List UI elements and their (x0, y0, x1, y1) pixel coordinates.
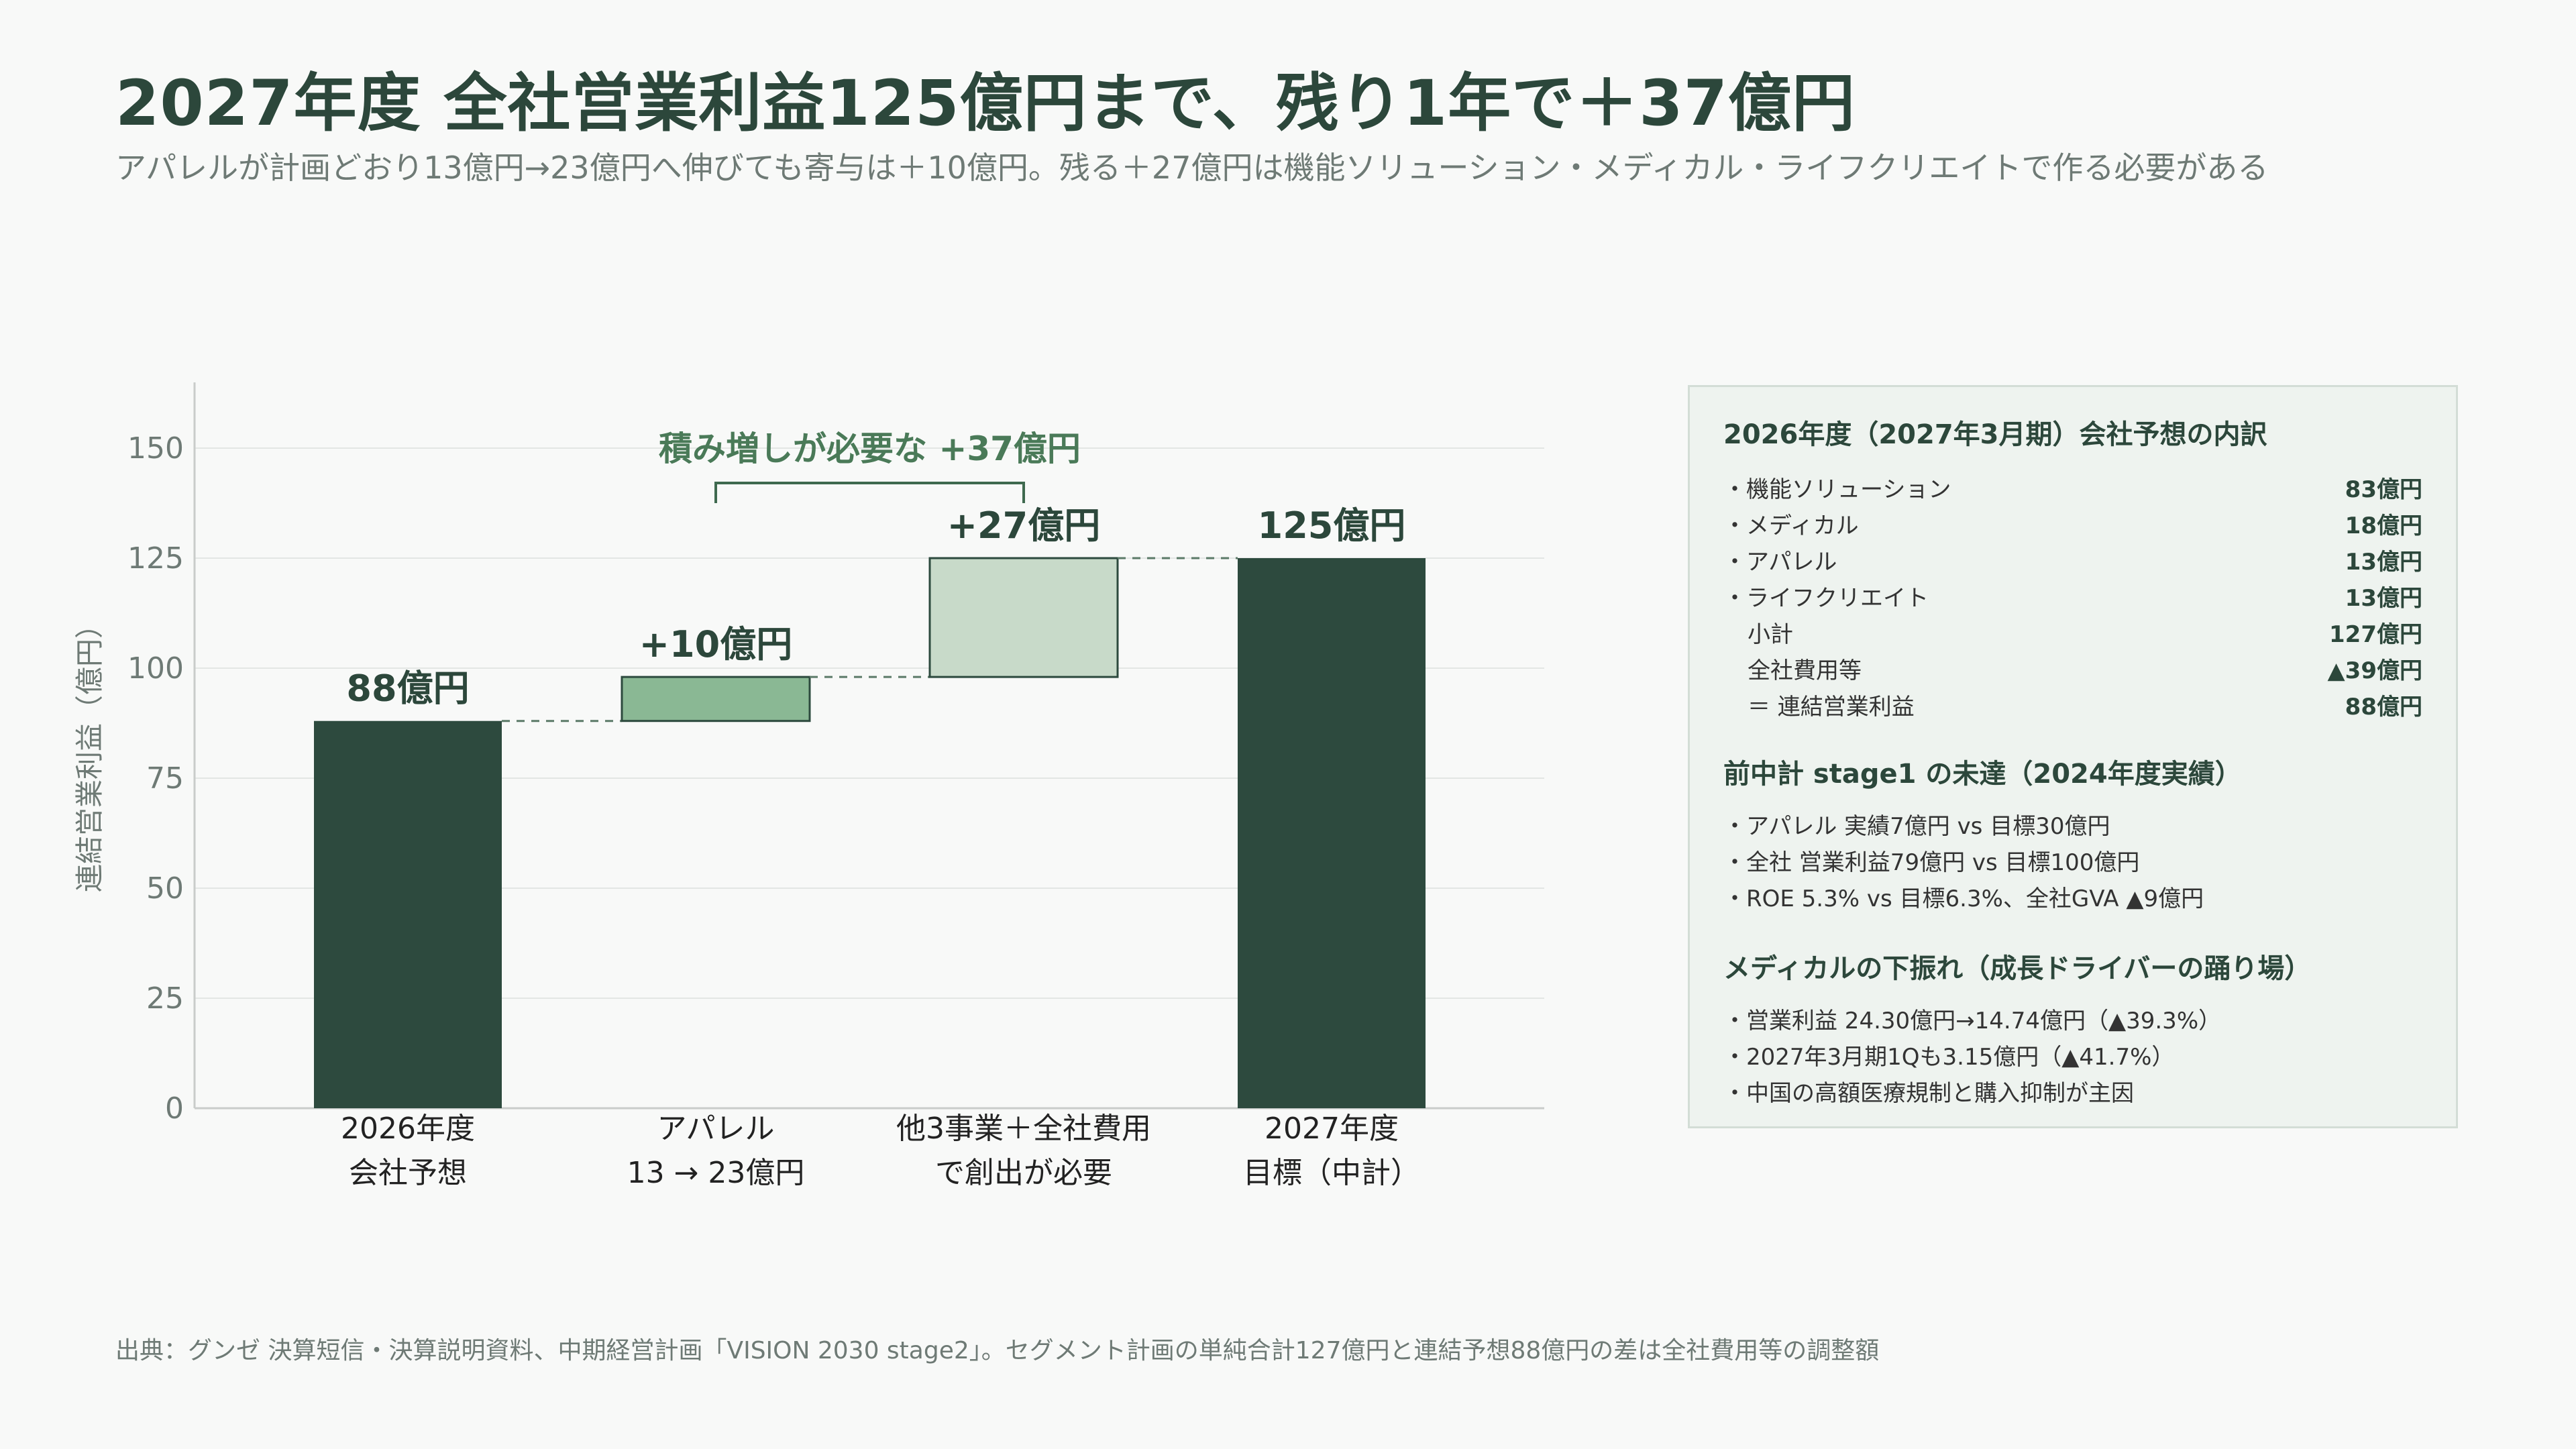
breakdown-row-label: ・ライフクリエイト (1723, 584, 1929, 612)
bracket-label: 積み増しが必要な +37億円 (659, 429, 1081, 468)
bracket-line (714, 482, 1025, 503)
y-tick-label: 25 (146, 981, 184, 1016)
x-category-label: 2027年度 (1265, 1112, 1399, 1146)
delta-bar (928, 557, 1119, 678)
breakdown-row-label: 小計 (1748, 621, 1793, 648)
breakdown-row: 全社費用等 ▲39億円 (1723, 650, 2422, 686)
y-tick-label: 0 (165, 1091, 184, 1126)
breakdown-panel: 2026年度（2027年3月期）会社予想の内訳 ・機能ソリューション 83億円 ・… (1688, 385, 2458, 1128)
y-tick-label: 50 (146, 871, 184, 906)
y-tick-label: 100 (127, 651, 184, 686)
y-tick-label: 75 (146, 761, 184, 796)
breakdown-row-label: ＝ 連結営業利益 (1748, 693, 1915, 720)
x-category-label: で創出が必要 (935, 1156, 1112, 1190)
breakdown-row: ＝ 連結営業利益 88億円 (1723, 686, 2422, 722)
total-bar (314, 720, 502, 1108)
x-category-label: アパレル (657, 1112, 774, 1146)
bar-value-label: 125億円 (1258, 504, 1406, 547)
bar-value-label: +10億円 (639, 623, 792, 665)
panel-section1-rows: ・機能ソリューション 83億円 ・メディカル 18億円 ・アパレル 13億円 ・ライフ… (1723, 469, 2422, 722)
bar-value-label: +27億円 (947, 504, 1100, 547)
page-title: 2027年度 全社営業利益125億円まで、残り1年で＋37億円 (115, 67, 1856, 140)
panel-note: ・ROE 5.3% vs 目標6.3%、全社GVA ▲9億円 (1723, 885, 2204, 912)
bar-value-label: 88億円 (346, 667, 469, 710)
waterfall-chart: 0 25 50 75 100 125 150 連結営業利益（億円） 88億円 2026年度 会社予想… (73, 382, 1544, 1190)
breakdown-row-value: 13億円 (2345, 584, 2422, 612)
panel-section3-title: メディカルの下振れ（成長ドライバーの踊り場） (1723, 953, 2312, 984)
breakdown-row: 小計 127億円 (1723, 614, 2422, 650)
panel-section1-title: 2026年度（2027年3月期）会社予想の内訳 (1723, 419, 2267, 450)
breakdown-row-label: ・メディカル (1723, 512, 1859, 539)
breakdown-row-value: 83億円 (2345, 476, 2422, 503)
breakdown-row: ・メディカル 18億円 (1723, 505, 2422, 541)
y-tick-label: 150 (127, 431, 184, 466)
y-axis-label: 連結営業利益（億円） (73, 610, 106, 892)
panel-note: ・中国の高額医療規制と購入抑制が主因 (1723, 1080, 2134, 1107)
panel-note: ・アパレル 実績7億円 vs 目標30億円 (1723, 813, 2110, 840)
breakdown-row-label: ・アパレル (1723, 548, 1837, 576)
x-category-label: 2026年度 (341, 1112, 475, 1146)
x-category-label: 目標（中計） (1243, 1156, 1420, 1190)
breakdown-row-value: 18億円 (2345, 512, 2422, 539)
x-category-label: 他3事業＋全社費用 (896, 1112, 1151, 1146)
breakdown-row: ・アパレル 13億円 (1723, 541, 2422, 578)
breakdown-row-label: ・機能ソリューション (1723, 476, 1951, 503)
page-subtitle: アパレルが計画どおり13億円→23億円へ伸びても寄与は＋10億円。残る＋27億円… (115, 150, 2269, 186)
panel-note: ・全社 営業利益79億円 vs 目標100億円 (1723, 849, 2140, 876)
source-note: 出典：グンゼ 決算短信・決算説明資料、中期経営計画「VISION 2030 st… (115, 1337, 1880, 1364)
panel-section2-title: 前中計 stage1 の未達（2024年度実績） (1723, 759, 2242, 790)
breakdown-row: ・機能ソリューション 83億円 (1723, 469, 2422, 505)
y-tick-label: 125 (127, 541, 184, 576)
breakdown-row-value: 13億円 (2345, 548, 2422, 576)
panel-note: ・2027年3月期1Qも3.15億円（▲41.7%） (1723, 1044, 2175, 1071)
panel-note: ・営業利益 24.30億円→14.74億円（▲39.3%） (1723, 1008, 2222, 1034)
chart-svg: 0 25 50 75 100 125 150 連結営業利益（億円） 88億円 2026年度会社予想… (73, 382, 1544, 1190)
breakdown-row: ・ライフクリエイト 13億円 (1723, 578, 2422, 614)
x-category-label: 13 → 23億円 (627, 1156, 805, 1190)
breakdown-row-value: 127億円 (2329, 621, 2422, 648)
total-bar (1238, 558, 1426, 1108)
x-category-label: 会社予想 (349, 1156, 467, 1190)
delta-bar (621, 676, 811, 722)
breakdown-row-value: ▲39億円 (2327, 657, 2422, 684)
breakdown-row-label: 全社費用等 (1748, 657, 1862, 684)
breakdown-row-value: 88億円 (2345, 693, 2422, 720)
